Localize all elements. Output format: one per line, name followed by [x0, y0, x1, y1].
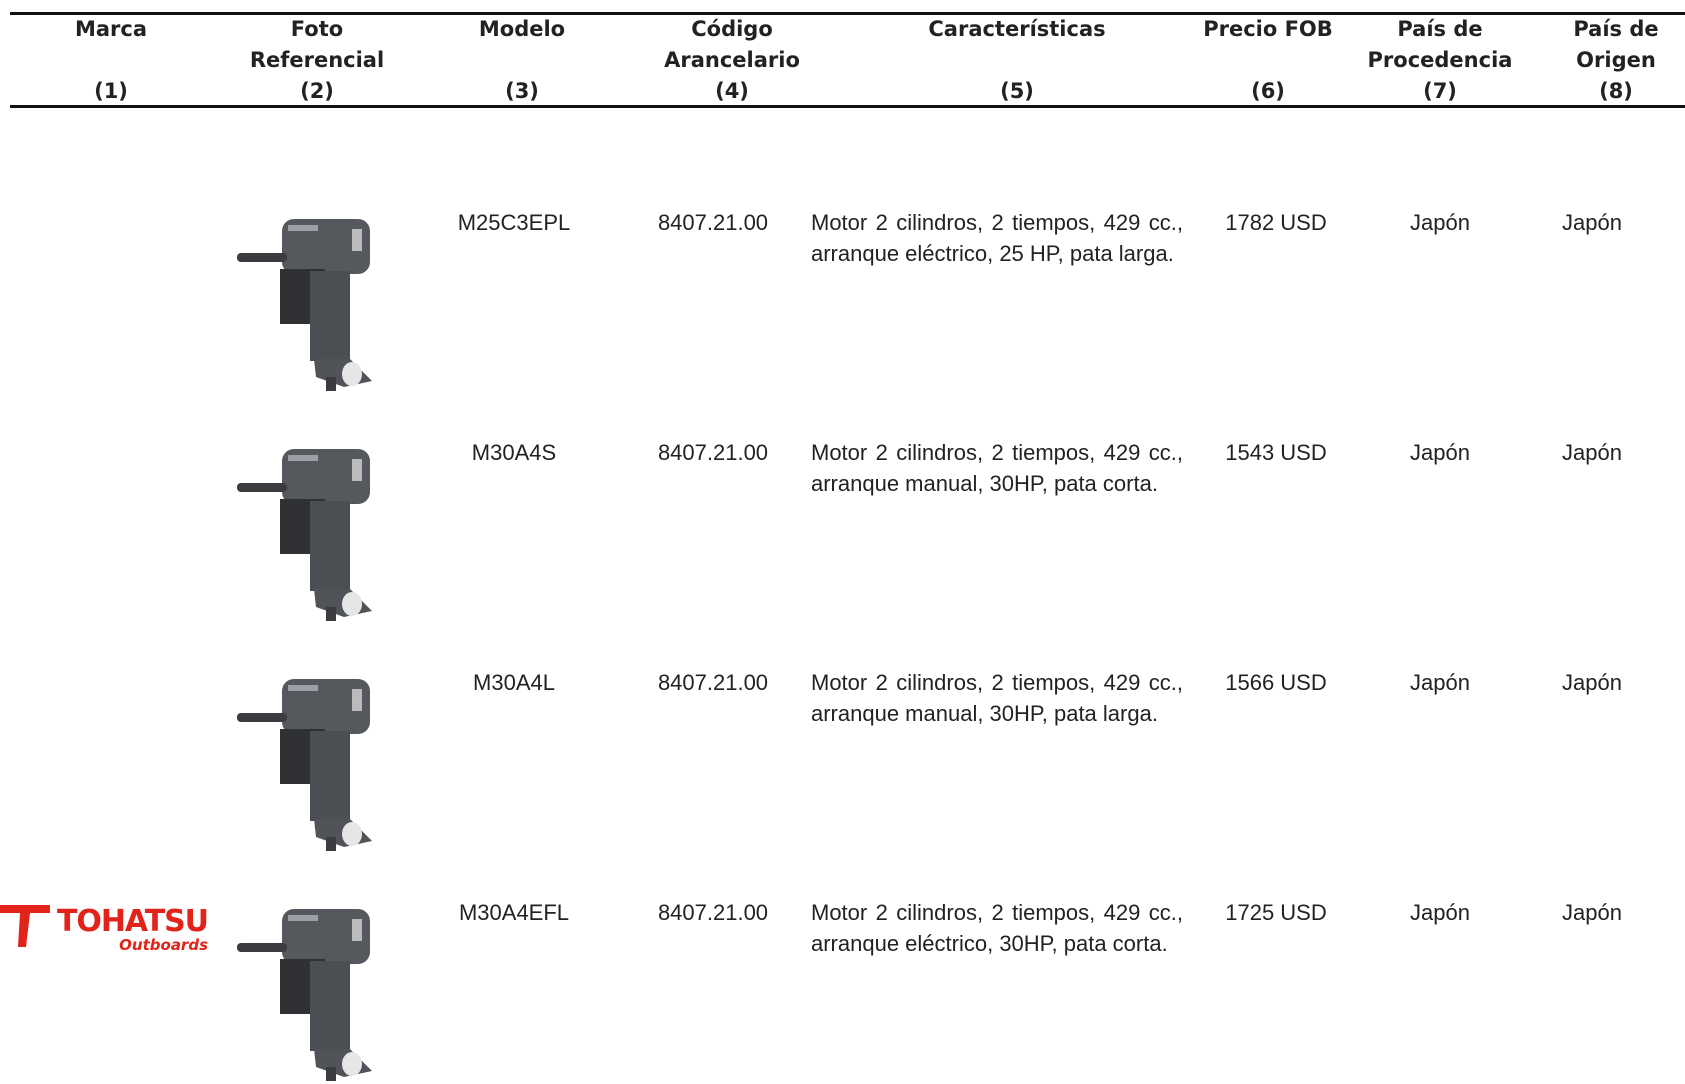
header-title: Origen	[1576, 48, 1656, 72]
header-number: (2)	[300, 79, 334, 103]
tariff-code: 8407.21.00	[657, 440, 769, 465]
header-number: (1)	[94, 79, 128, 103]
header-number: (8)	[1599, 79, 1633, 103]
header-title: Modelo	[478, 17, 566, 41]
tariff-code: 8407.21.00	[657, 670, 769, 695]
tariff-code: 8407.21.00	[657, 210, 769, 235]
model: M30A4EFL	[458, 900, 570, 925]
brand-name: TOHATSU	[57, 904, 209, 939]
features: Motor 2 cilindros, 2 tiempos, 429 cc., a…	[811, 670, 1183, 726]
country-procedencia: Japón	[1410, 210, 1470, 235]
product-photo	[237, 679, 372, 851]
product-photo	[237, 449, 372, 621]
product-photo	[237, 219, 372, 391]
model: M25C3EPL	[457, 210, 571, 235]
price: 1543 USD	[1225, 440, 1327, 465]
header-number: (3)	[505, 79, 539, 103]
header-title: Precio FOB	[1203, 17, 1333, 41]
header-rule	[10, 105, 1685, 108]
header-title: Referencial	[249, 48, 385, 72]
features: Motor 2 cilindros, 2 tiempos, 429 cc., a…	[811, 440, 1183, 496]
price: 1566 USD	[1225, 670, 1327, 695]
country-origen: Japón	[1562, 900, 1622, 925]
country-procedencia: Japón	[1410, 670, 1470, 695]
top-rule	[10, 12, 1685, 15]
header-title: Marca	[74, 17, 148, 41]
header-title: Código	[691, 17, 773, 41]
country-origen: Japón	[1562, 670, 1622, 695]
header-number: (4)	[715, 79, 749, 103]
features: Motor 2 cilindros, 2 tiempos, 429 cc., a…	[811, 210, 1183, 266]
model: M30A4L	[473, 670, 555, 695]
header-title: Arancelario	[664, 48, 800, 72]
header-number: (6)	[1251, 79, 1285, 103]
tariff-code: 8407.21.00	[657, 900, 769, 925]
brand-tagline: Outboards	[119, 936, 208, 954]
country-procedencia: Japón	[1410, 900, 1470, 925]
country-origen: Japón	[1562, 440, 1622, 465]
features: Motor 2 cilindros, 2 tiempos, 429 cc., a…	[811, 900, 1183, 956]
header-title: País de	[1573, 17, 1659, 41]
country-procedencia: Japón	[1410, 440, 1470, 465]
header-number: (7)	[1423, 79, 1457, 103]
header-title: País de	[1397, 17, 1483, 41]
header-title: Características	[928, 17, 1106, 41]
price: 1725 USD	[1225, 900, 1327, 925]
header-title: Foto	[290, 17, 344, 41]
header-title: Procedencia	[1367, 48, 1513, 72]
price: 1782 USD	[1225, 210, 1327, 235]
product-photo	[237, 909, 372, 1081]
country-origen: Japón	[1562, 210, 1622, 235]
model: M30A4S	[471, 440, 557, 465]
header-number: (5)	[1000, 79, 1034, 103]
